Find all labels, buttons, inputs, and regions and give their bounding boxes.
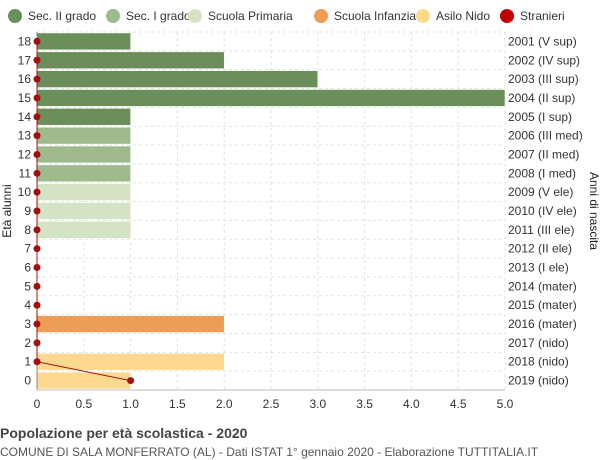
y-tick-age: 17 xyxy=(18,53,32,67)
y2-tick-year: 2001 (V sup) xyxy=(508,34,577,48)
bar-age-10 xyxy=(36,183,131,201)
bar-age-15 xyxy=(36,89,506,107)
y-tick-age: 14 xyxy=(18,110,32,124)
stranieri-point-age-6 xyxy=(33,264,41,272)
x-tick-label: 1.0 xyxy=(122,397,139,411)
stranieri-point-age-12 xyxy=(33,150,41,158)
stranieri-point-age-14 xyxy=(33,113,41,121)
bar-age-12 xyxy=(36,145,131,164)
bar-age-18 xyxy=(36,32,131,51)
y-tick-age: 3 xyxy=(24,317,31,331)
bar-age-11 xyxy=(36,164,131,182)
y-tick-age: 10 xyxy=(18,185,32,199)
legend-swatch-3 xyxy=(314,9,328,23)
stranieri-point-age-10 xyxy=(33,188,41,196)
stranieri-point-age-8 xyxy=(33,226,41,234)
y-tick-age: 12 xyxy=(18,147,32,161)
y-tick-age: 18 xyxy=(18,34,32,48)
x-tick-label: 5.0 xyxy=(497,397,514,411)
y2-tick-year: 2011 (III ele) xyxy=(508,223,574,237)
bar-age-8 xyxy=(36,221,131,239)
y2-tick-year: 2018 (nido) xyxy=(508,355,569,369)
y2-tick-year: 2004 (II sup) xyxy=(508,91,575,105)
legend-swatch-2 xyxy=(188,9,202,23)
stranieri-point-age-0 xyxy=(127,377,135,385)
stranieri-point-age-11 xyxy=(33,169,41,177)
stranieri-point-age-13 xyxy=(33,132,41,140)
chart-subtitle: COMUNE DI SALA MONFERRATO (AL) - Dati IS… xyxy=(0,445,539,459)
x-tick-label: 4.5 xyxy=(450,397,467,411)
chart-title: Popolazione per età scolastica - 2020 xyxy=(0,425,248,441)
y2-tick-year: 2019 (nido) xyxy=(508,374,569,388)
y2-tick-year: 2006 (III med) xyxy=(508,129,583,143)
y-tick-age: 15 xyxy=(18,91,32,105)
y-tick-age: 9 xyxy=(24,204,31,218)
stranieri-point-age-18 xyxy=(33,37,41,45)
y2-axis-title: Anni di nascita xyxy=(587,172,600,250)
x-tick-label: 2.0 xyxy=(216,397,233,411)
x-tick-label: 0 xyxy=(34,397,41,411)
y-tick-age: 2 xyxy=(24,336,31,350)
stranieri-point-age-4 xyxy=(33,301,41,309)
x-tick-label: 2.5 xyxy=(263,397,280,411)
y2-tick-year: 2014 (mater) xyxy=(508,279,577,293)
y-tick-age: 11 xyxy=(19,166,32,180)
x-tick-label: 4.0 xyxy=(403,397,420,411)
y-tick-age: 4 xyxy=(24,298,31,312)
y2-tick-year: 2017 (nido) xyxy=(508,336,569,350)
y-tick-age: 6 xyxy=(24,261,31,275)
legend-swatch-4 xyxy=(416,9,430,23)
y2-tick-year: 2012 (II ele) xyxy=(508,242,572,256)
bar-age-3 xyxy=(36,315,225,333)
legend-label-2: Scuola Primaria xyxy=(208,9,293,23)
y2-tick-year: 2008 (I med) xyxy=(508,166,576,180)
y2-tick-year: 2013 (I ele) xyxy=(508,261,569,275)
y2-tick-year: 2015 (mater) xyxy=(508,298,577,312)
x-tick-label: 1.5 xyxy=(169,397,186,411)
legend-label-5: Stranieri xyxy=(520,9,565,23)
bar-age-16 xyxy=(36,70,319,88)
legend-label-0: Sec. II grado xyxy=(28,9,96,23)
x-tick-label: 3.5 xyxy=(356,397,373,411)
y2-tick-year: 2003 (III sup) xyxy=(508,72,579,86)
bar-age-17 xyxy=(36,51,225,69)
legend-swatch-0 xyxy=(8,9,22,23)
y2-tick-year: 2016 (mater) xyxy=(508,317,577,331)
stranieri-point-age-3 xyxy=(33,320,41,328)
y-tick-age: 1 xyxy=(24,355,31,369)
legend-label-3: Scuola Infanzia xyxy=(334,9,416,23)
stranieri-point-age-9 xyxy=(33,207,41,215)
y-tick-age: 5 xyxy=(24,279,31,293)
legend-label-4: Asilo Nido xyxy=(436,9,490,23)
legend-swatch-1 xyxy=(106,9,120,23)
y-tick-age: 8 xyxy=(24,223,31,237)
stranieri-point-age-2 xyxy=(33,339,41,347)
x-tick-label: 3.0 xyxy=(309,397,326,411)
legend-swatch-5 xyxy=(500,9,514,23)
y-tick-age: 7 xyxy=(24,242,31,256)
y2-tick-year: 2007 (II med) xyxy=(508,147,579,161)
bar-age-13 xyxy=(36,126,131,145)
bar-age-14 xyxy=(36,108,131,126)
stranieri-point-age-17 xyxy=(33,56,41,64)
stranieri-point-age-7 xyxy=(33,245,41,253)
bar-age-0 xyxy=(36,371,131,390)
y2-tick-year: 2005 (I sup) xyxy=(508,110,572,124)
y-tick-age: 13 xyxy=(18,129,32,143)
legend-label-1: Sec. I grado xyxy=(126,9,191,23)
x-tick-label: 0.5 xyxy=(75,397,92,411)
bar-age-9 xyxy=(36,202,131,220)
y2-tick-year: 2009 (V ele) xyxy=(508,185,573,199)
stranieri-point-age-16 xyxy=(33,75,41,83)
stranieri-point-age-1 xyxy=(33,358,41,366)
chart: Sec. II grado Sec. I grado Scuola Primaria… xyxy=(0,9,600,411)
y2-tick-year: 2010 (IV ele) xyxy=(508,204,577,218)
y-tick-age: 16 xyxy=(18,72,32,86)
y-axis-title: Età alunni xyxy=(0,184,14,237)
stranieri-point-age-15 xyxy=(33,94,41,102)
stranieri-point-age-5 xyxy=(33,282,41,290)
y-tick-age: 0 xyxy=(24,374,31,388)
y2-tick-year: 2002 (IV sup) xyxy=(508,53,580,67)
